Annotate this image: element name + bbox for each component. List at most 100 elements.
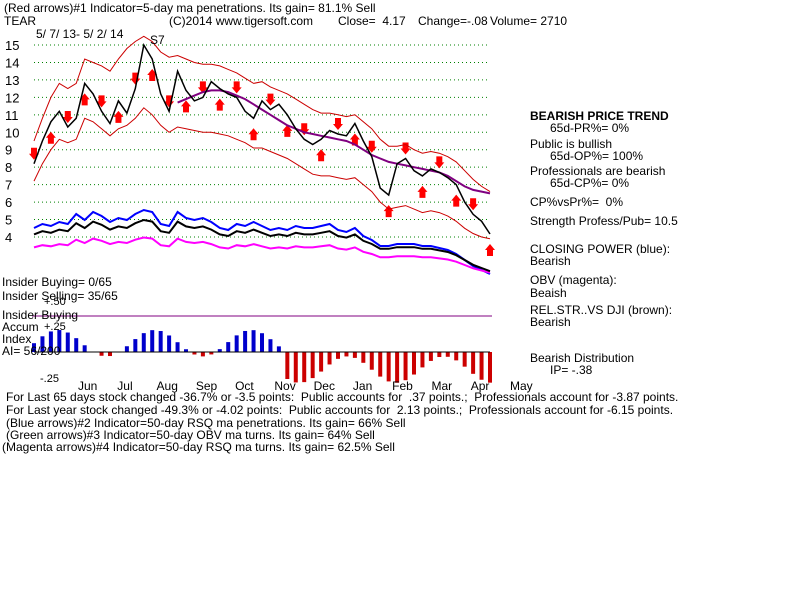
- accum-bar: [302, 352, 307, 383]
- accum-bar: [217, 349, 222, 352]
- buy-arrow: [181, 100, 191, 113]
- accum-bar: [378, 352, 383, 377]
- ip-value: IP= -.38: [550, 363, 593, 377]
- accum-bar: [462, 352, 467, 367]
- accum-bar: [175, 342, 180, 352]
- x-tick-label: Feb: [392, 379, 413, 393]
- buy-arrow: [113, 110, 124, 123]
- accum-bar: [141, 333, 146, 352]
- footer-line-green-arrows: (Green arrows)#3 Indicator=50-day OBV ma…: [6, 428, 375, 442]
- x-tick-label: Mar: [431, 379, 452, 393]
- indicator1-text: (Red arrows)#1 Indicator=5-day ma penetr…: [4, 1, 376, 15]
- y-tick-label: 13: [5, 73, 19, 88]
- price-gridlines: [34, 44, 490, 238]
- pros-label: Professionals are bearish: [530, 164, 666, 178]
- accum-bar: [108, 352, 112, 357]
- accum-label: Accum: [2, 320, 39, 334]
- accum-bar: [310, 352, 315, 379]
- series-lines: [33, 35, 491, 275]
- accum-bar: [65, 332, 70, 352]
- buy-arrow: [451, 194, 462, 207]
- y-tick-label: 8: [5, 160, 12, 175]
- accum-bar: [293, 352, 298, 383]
- footer-line-year: For Last year stock changed -49.3% or -4…: [6, 403, 674, 417]
- pr-value: 65d-PR%= 0%: [550, 121, 630, 135]
- accum-bar: [336, 352, 340, 359]
- price-line: [33, 42, 491, 235]
- accum-bar: [395, 352, 400, 383]
- insider-buying-label: Insider Buying= 0/65: [2, 275, 112, 289]
- buy-arrow: [417, 185, 428, 198]
- insider-selling-label: Insider Selling= 35/65: [2, 289, 118, 303]
- accum-bar: [251, 330, 256, 352]
- accum-bar: [40, 336, 45, 352]
- x-tick-label: Jun: [78, 379, 97, 393]
- obv-status: Beaish: [530, 286, 567, 300]
- y-tick-label: 10: [5, 125, 19, 140]
- ticker: TEAR: [4, 14, 37, 28]
- accum-bar: [192, 352, 197, 355]
- accum-bar: [479, 352, 484, 380]
- accum-plus50-label: +.50: [44, 296, 66, 308]
- y-tick-label: 9: [5, 143, 12, 158]
- buy-arrow: [282, 124, 293, 137]
- sell-arrow: [468, 198, 479, 211]
- footer-line-magenta-arrows: (Magenta arrows)#4 Indicator=50-day RSQ …: [2, 440, 395, 454]
- accum-bar: [386, 352, 391, 382]
- x-tick-label: Sep: [196, 379, 218, 393]
- upper-band-line: [33, 35, 491, 193]
- closing-power-status: Bearish: [530, 254, 571, 268]
- copyright: (C)2014 www.tigersoft.com: [169, 14, 314, 28]
- axis-ticks: 15 14 13 12 11 10 9 8 7 6 5 4 Jun Jul Aug Sep Oct Nov Dec J…: [5, 38, 533, 393]
- sell-arrow: [130, 72, 141, 85]
- y-tick-label: 11: [5, 108, 19, 123]
- buy-arrow: [45, 131, 56, 144]
- x-tick-label: Aug: [157, 379, 178, 393]
- buy-arrow: [485, 244, 495, 257]
- strength-value: Strength Profess/Pub= 10.5: [530, 214, 678, 228]
- x-tick-label: Oct: [235, 379, 254, 393]
- accum-bar: [158, 331, 163, 352]
- accum-bar: [276, 346, 281, 352]
- y-tick-label: 4: [5, 230, 12, 245]
- y-tick-label: 15: [5, 38, 19, 53]
- accum-bar: [184, 349, 188, 352]
- x-tick-label: Dec: [314, 379, 335, 393]
- buy-arrow: [316, 149, 327, 162]
- y-tick-label: 6: [5, 195, 12, 210]
- accum-bar: [226, 342, 231, 352]
- closing-power-label: CLOSING POWER (blue):: [530, 242, 671, 256]
- obv-line: [33, 236, 491, 274]
- sell-arrow: [96, 95, 107, 108]
- accum-bar: [319, 352, 324, 372]
- y-tick-label: 7: [5, 178, 12, 193]
- footer-line-65d: For Last 65 days stock changed -36.7% or…: [6, 390, 679, 404]
- accum-bar: [352, 352, 357, 358]
- accum-bar: [488, 352, 492, 383]
- accum-bar: [48, 331, 53, 352]
- lower-band-line: [33, 107, 491, 240]
- accum-bar: [200, 352, 205, 357]
- accum-bar: [124, 346, 129, 352]
- op-value: 65d-OP%= 100%: [550, 149, 644, 163]
- buy-arrow: [248, 128, 259, 141]
- accum-bar: [454, 352, 459, 361]
- accum-bar: [57, 330, 62, 352]
- accum-bar: [445, 352, 450, 357]
- sell-arrow: [265, 93, 276, 106]
- accum-bar: [327, 352, 332, 365]
- accum-bar: [209, 352, 214, 355]
- buy-arrow: [214, 98, 225, 111]
- y-tick-label: 14: [5, 55, 19, 70]
- cp-value: 65d-CP%= 0%: [550, 176, 630, 190]
- sell-arrow: [333, 118, 343, 131]
- accum-bar: [420, 352, 425, 368]
- accum-bar: [412, 352, 416, 375]
- sell-arrow: [62, 111, 73, 124]
- insider-buying-line-label: Insider Buying: [2, 308, 79, 322]
- accum-bar: [369, 352, 374, 370]
- accum-plus25-label: +.25: [44, 321, 66, 333]
- accum-bar: [32, 343, 36, 352]
- x-tick-label: Jul: [117, 379, 132, 393]
